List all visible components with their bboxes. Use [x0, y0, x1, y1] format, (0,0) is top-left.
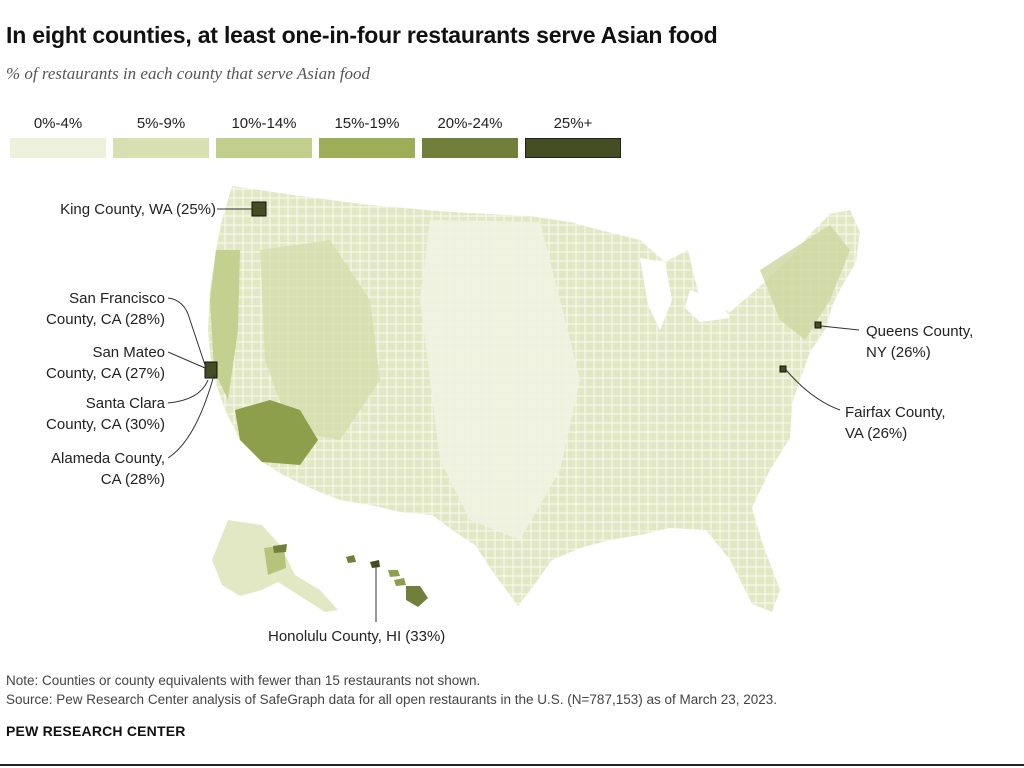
- callout-line: San Mateo: [92, 344, 165, 361]
- callout-line: Queens County,: [866, 323, 974, 340]
- callout-honolulu: Honolulu County, HI (33%): [268, 628, 446, 645]
- legend-swatch: [422, 138, 518, 158]
- callout-line: Alameda County,: [51, 450, 165, 467]
- leader-sf: [167, 297, 207, 369]
- callout-line: County, CA (27%): [46, 365, 165, 382]
- legend-item: 25%+: [525, 115, 621, 161]
- callout-line: CA (28%): [100, 471, 165, 488]
- callout-san-francisco: San Francisco County, CA (28%): [20, 288, 165, 330]
- callout-line: NY (26%): [866, 344, 931, 361]
- leader-fairfax: [785, 369, 841, 411]
- fairfax-county-marker: [779, 365, 787, 373]
- legend-label: 0%-4%: [33, 115, 83, 132]
- callout-line: Santa Clara: [85, 395, 165, 412]
- leader-sanmateo: [167, 351, 206, 369]
- callout-line: Fairfax County,: [845, 404, 946, 421]
- hawaii-island-kauai: [346, 555, 356, 563]
- footnote: Note: Counties or county equivalents wit…: [6, 673, 481, 688]
- callout-line: County, CA (28%): [46, 311, 165, 328]
- legend-item: 15%-19%: [319, 115, 415, 161]
- leader-santaclara: [167, 379, 209, 404]
- callout-line: County, CA (30%): [46, 416, 165, 433]
- chart-title: In eight counties, at least one-in-four …: [6, 22, 718, 48]
- bottom-rule: [0, 764, 1024, 766]
- legend-item: 0%-4%: [10, 115, 106, 161]
- callout-line: VA (26%): [845, 425, 908, 442]
- leader-alameda: [167, 374, 215, 459]
- legend-swatch: [10, 138, 106, 158]
- callout-king-county: King County, WA (25%): [60, 201, 216, 218]
- callout-alameda: Alameda County, CA (28%): [20, 448, 165, 490]
- legend-label: 10%-14%: [231, 115, 297, 132]
- hawaii-island-big: [406, 586, 428, 607]
- legend-label: 25%+: [553, 115, 593, 132]
- callout-santa-clara: Santa Clara County, CA (30%): [20, 393, 165, 435]
- legend: 0%-4% 5%-9% 10%-14% 15%-19% 20%-24% 25%+: [10, 115, 622, 161]
- legend-item: 20%-24%: [422, 115, 518, 161]
- legend-label: 20%-24%: [437, 115, 503, 132]
- source-line: Source: Pew Research Center analysis of …: [6, 692, 778, 707]
- callout-queens: Queens County, NY (26%): [866, 321, 1016, 363]
- callout-line: San Francisco: [69, 290, 165, 307]
- legend-item: 5%-9%: [113, 115, 209, 161]
- queens-county-marker: [814, 321, 822, 329]
- king-county-marker: [251, 201, 267, 217]
- hawaii-island-oahu: [370, 560, 380, 568]
- chart-subtitle: % of restaurants in each county that ser…: [6, 64, 371, 83]
- bay-area-marker: [204, 361, 218, 379]
- brand-logo-text: PEW RESEARCH CENTER: [6, 723, 186, 739]
- legend-label: 15%-19%: [334, 115, 400, 132]
- callout-fairfax: Fairfax County, VA (26%): [845, 402, 995, 444]
- legend-item: 10%-14%: [216, 115, 312, 161]
- leader-queens: [820, 325, 860, 331]
- top-rule: [0, 0, 1024, 4]
- legend-swatch: [525, 138, 621, 158]
- legend-swatch: [319, 138, 415, 158]
- legend-label: 5%-9%: [136, 115, 186, 132]
- callout-san-mateo: San Mateo County, CA (27%): [20, 342, 165, 384]
- legend-swatch: [113, 138, 209, 158]
- us-county-map: [167, 186, 860, 622]
- legend-swatch: [216, 138, 312, 158]
